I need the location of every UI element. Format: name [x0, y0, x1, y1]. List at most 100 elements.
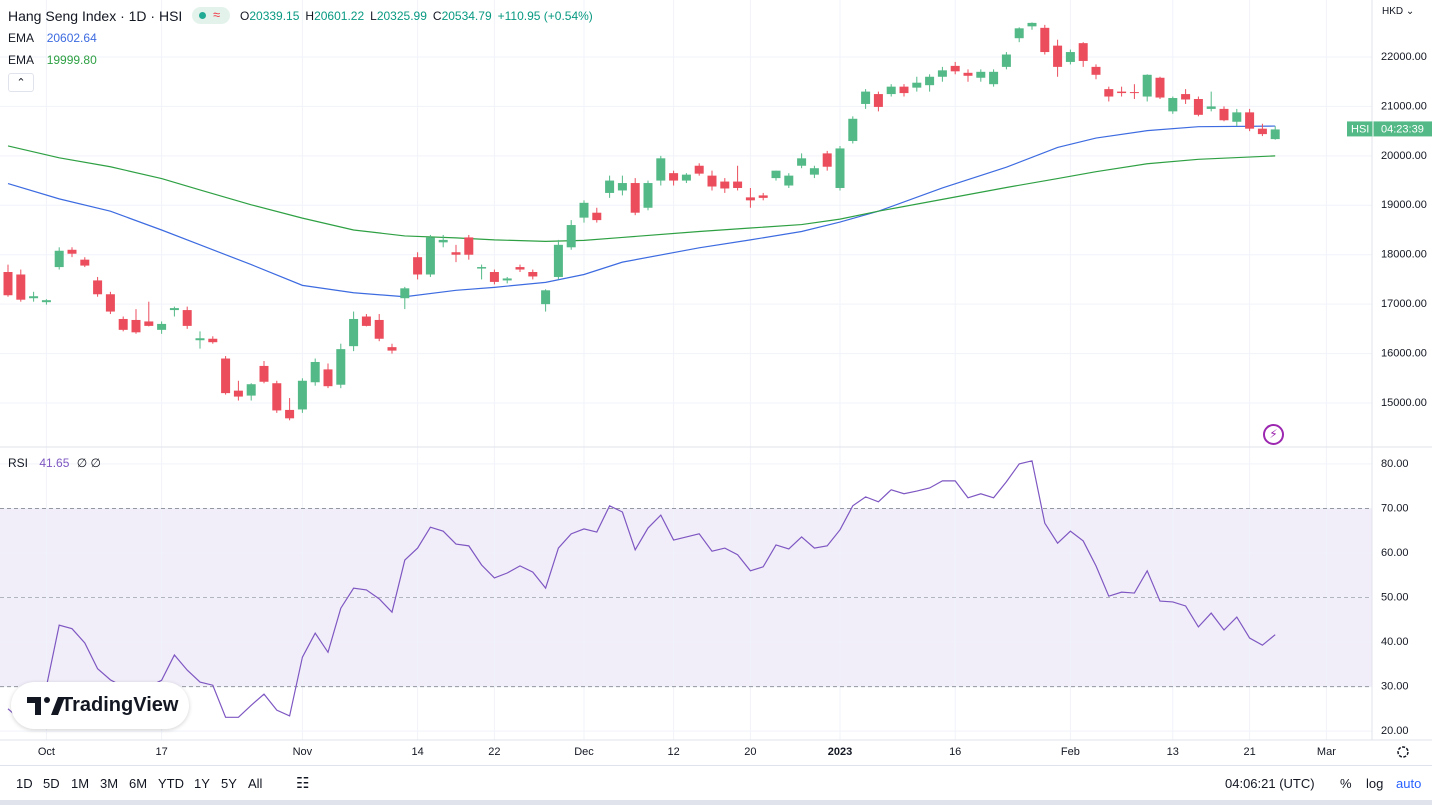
candle-body: [605, 180, 615, 193]
ohlc-legend: O20339.15 H20601.22 L20325.99 C20534.79 +110…: [240, 9, 593, 23]
clock[interactable]: 04:06:21 (UTC): [1225, 776, 1315, 791]
candle-body: [349, 318, 359, 347]
candle-body: [848, 118, 858, 142]
rsi-line: [7, 460, 1276, 723]
candle-body: [669, 173, 679, 181]
collapse-button[interactable]: ⌃: [8, 73, 34, 92]
candle-body: [989, 71, 999, 85]
range-button[interactable]: 6M: [129, 776, 148, 791]
candle-body: [105, 294, 115, 312]
candle-body: [1104, 89, 1114, 97]
price-tag-symbol: HSI: [1351, 123, 1369, 135]
candle-body: [899, 86, 909, 94]
candle-body: [336, 349, 346, 385]
rsi-name: RSI: [8, 456, 29, 470]
candle-body: [93, 280, 103, 295]
candle-body: [835, 148, 845, 188]
x-tick-label: 14: [411, 746, 423, 758]
candle-body: [3, 272, 13, 296]
candle-body: [438, 239, 448, 243]
candle-body: [246, 384, 256, 396]
log-toggle[interactable]: log: [1366, 776, 1384, 791]
candle-body: [233, 390, 243, 397]
candle-body: [1014, 28, 1024, 39]
ema-line: [7, 145, 1276, 242]
candle-body: [1206, 106, 1216, 109]
x-tick-label: 12: [667, 746, 679, 758]
rsi-value: 41.65: [39, 456, 70, 470]
candle-body: [681, 174, 691, 181]
candle-body: [745, 197, 755, 201]
ohlc-key: H: [305, 9, 315, 23]
logo-box[interactable]: TradingView: [11, 682, 189, 729]
ema-line: [7, 125, 1276, 298]
range-button[interactable]: All: [248, 776, 263, 791]
candle-body: [182, 310, 192, 326]
candle-body: [694, 165, 704, 174]
auto-toggle[interactable]: auto: [1396, 776, 1422, 791]
candle-body: [451, 252, 461, 255]
bottom-toolbar: 1D 5D 1M 3M 6M YTD 1Y 5Y All ☷ 04:06:21 (UTC) % …: [0, 765, 1432, 801]
candle-body: [67, 249, 77, 254]
candle-body: [400, 288, 410, 299]
range-button[interactable]: 5Y: [221, 776, 237, 791]
candle-body: [29, 296, 39, 299]
y-tick-label: 21000.00: [1381, 100, 1427, 112]
candle-body: [502, 278, 512, 281]
candle-body: [912, 82, 922, 88]
y-tick-label: 60.00: [1381, 547, 1409, 559]
candle-body: [118, 318, 128, 330]
ohlc-key: C: [432, 9, 442, 23]
ema-legend: EMA 19999.80: [8, 53, 97, 67]
candle-body: [323, 369, 333, 387]
symbol-title[interactable]: Hang Seng Index · 1D · HSI: [8, 8, 183, 24]
range-button[interactable]: 5D: [43, 776, 60, 791]
logo-icon: [27, 697, 65, 715]
candle-body: [566, 225, 576, 248]
y-tick-label: 22000.00: [1381, 51, 1427, 63]
candle-body: [1027, 22, 1037, 27]
x-tick-label: Dec: [574, 746, 594, 758]
range-button[interactable]: 1D: [16, 776, 33, 791]
candle-body: [1117, 91, 1127, 94]
date-range-icon[interactable]: ☷: [296, 775, 310, 792]
percent-toggle[interactable]: %: [1340, 776, 1352, 791]
y-tick-label: 20.00: [1381, 725, 1409, 737]
range-button[interactable]: 1M: [71, 776, 90, 791]
candle-body: [963, 72, 973, 76]
y-tick-label: 30.00: [1381, 680, 1409, 692]
ema-name: EMA: [8, 53, 34, 67]
candle-body: [771, 170, 781, 179]
ema-value: 20602.64: [46, 31, 97, 45]
candle-body: [157, 323, 167, 330]
candle-body: [758, 195, 768, 198]
status-pill[interactable]: ≈: [192, 7, 230, 24]
rsi-legend: RSI 41.65 ∅ ∅: [8, 456, 101, 470]
candle-body: [822, 153, 832, 167]
candle-body: [425, 237, 435, 275]
candle-body: [464, 237, 474, 255]
ohlc-value: 20325.99: [376, 9, 427, 23]
x-tick-label: 13: [1167, 746, 1179, 758]
candle-body: [873, 94, 883, 107]
candle-body: [54, 250, 64, 268]
candle-body: [1193, 99, 1203, 115]
range-button[interactable]: 3M: [100, 776, 119, 791]
currency[interactable]: HKD ⌄: [1382, 6, 1415, 17]
x-tick-label: 17: [155, 746, 167, 758]
range-button[interactable]: 1Y: [194, 776, 210, 791]
candle-body: [1155, 77, 1165, 98]
range-button[interactable]: YTD: [158, 776, 184, 791]
candle-body: [1091, 66, 1101, 75]
x-tick-label: 22: [488, 746, 500, 758]
candle-body: [1245, 112, 1255, 129]
candle-body: [80, 259, 90, 266]
candle-body: [1168, 98, 1178, 112]
y-tick-label: 40.00: [1381, 636, 1409, 648]
candle-body: [579, 202, 589, 218]
candle-body: [477, 267, 487, 269]
x-tick-label: 2023: [828, 746, 852, 758]
y-tick-label: 80.00: [1381, 458, 1409, 470]
lightning-icon[interactable]: ⚡︎: [1263, 424, 1284, 445]
